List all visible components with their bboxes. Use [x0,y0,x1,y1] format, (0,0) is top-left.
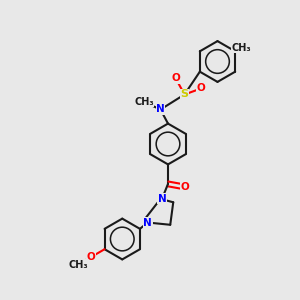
Text: CH₃: CH₃ [68,260,88,269]
Text: O: O [87,252,95,262]
Text: CH₃: CH₃ [134,97,154,107]
Text: CH₃: CH₃ [232,43,251,52]
Text: N: N [156,104,165,115]
Text: N: N [158,194,166,204]
Text: O: O [171,73,180,83]
Text: N: N [143,218,152,227]
Text: O: O [180,182,189,192]
Text: O: O [196,83,206,94]
Text: S: S [181,89,188,100]
